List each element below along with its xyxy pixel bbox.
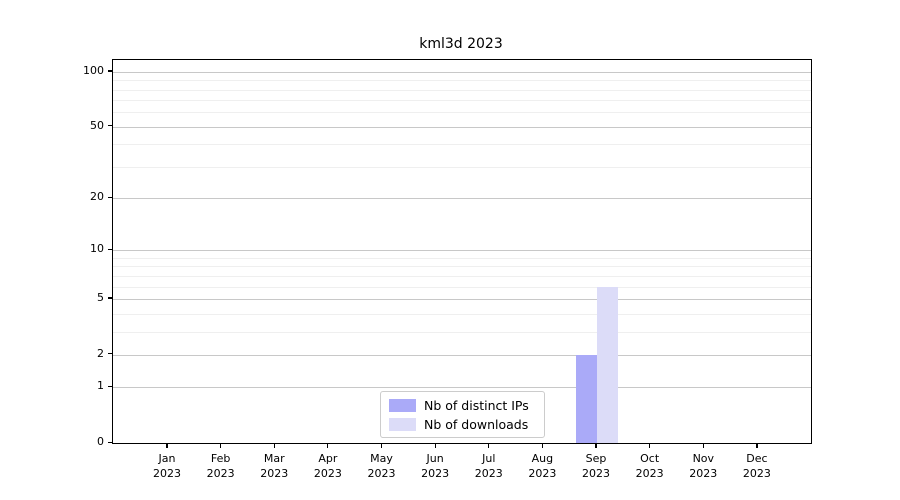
x-tick-mark — [273, 443, 275, 448]
x-tick-mark — [488, 443, 490, 448]
y-tick-label: 2 — [97, 346, 104, 360]
chart-title: kml3d 2023 — [419, 36, 503, 52]
legend-label-downloads: Nb of downloads — [424, 416, 529, 432]
minor-gridline — [113, 100, 811, 102]
plot-canvas — [113, 60, 811, 443]
minor-gridline — [113, 144, 811, 146]
legend-swatch-distinct-ips — [389, 398, 416, 412]
y-tick-label: 100 — [83, 63, 104, 77]
major-gridline — [113, 71, 811, 73]
x-tick-label-apr: Apr 2023 — [313, 452, 342, 480]
minor-gridline — [113, 313, 811, 315]
major-gridline — [113, 198, 811, 200]
x-tick-mark — [327, 443, 329, 448]
x-tick-mark — [541, 443, 543, 448]
legend-item-distinct-ips: Nb of distinct IPs — [389, 398, 536, 413]
major-gridline — [113, 387, 811, 389]
y-tick-mark — [108, 385, 112, 387]
x-tick-label-jun: Jun 2023 — [421, 452, 450, 480]
y-tick-mark — [108, 125, 112, 127]
minor-gridline — [113, 286, 811, 288]
y-tick-label: 5 — [97, 290, 104, 304]
minor-gridline — [113, 89, 811, 91]
y-tick-label: 50 — [90, 118, 104, 132]
legend-label-distinct-ips: Nb of distinct IPs — [424, 397, 529, 413]
minor-gridline — [113, 166, 811, 168]
legend-swatch-downloads — [389, 417, 416, 431]
plot-area — [112, 59, 812, 444]
y-tick-mark — [108, 297, 112, 299]
y-tick-label: 1 — [97, 379, 104, 393]
x-tick-mark — [380, 443, 383, 448]
bar-sep-distinct-ips — [576, 354, 598, 443]
minor-gridline — [113, 112, 811, 114]
y-tick-mark — [108, 441, 112, 443]
major-gridline — [113, 250, 811, 252]
minor-gridline — [113, 331, 811, 333]
x-tick-label-oct: Oct 2023 — [635, 452, 664, 480]
x-tick-mark — [595, 443, 597, 448]
x-tick-label-dec: Dec 2023 — [742, 452, 771, 480]
x-tick-mark — [434, 443, 436, 448]
legend: Nb of distinct IPs Nb of downloads — [380, 391, 545, 438]
y-tick-label: 0 — [97, 435, 104, 448]
x-tick-label-aug: Aug 2023 — [528, 452, 557, 480]
legend-item-downloads: Nb of downloads — [389, 417, 536, 432]
minor-gridline — [113, 266, 811, 268]
minor-gridline — [113, 275, 811, 277]
x-tick-label-nov: Nov 2023 — [689, 452, 718, 480]
x-tick-label-sep: Sep 2023 — [582, 452, 611, 480]
x-tick-label-mar: Mar 2023 — [260, 452, 289, 480]
x-tick-label-jan: Jan 2023 — [153, 452, 181, 480]
x-tick-mark — [756, 443, 758, 448]
major-gridline — [113, 126, 811, 128]
x-tick-label-jul: Jul 2023 — [474, 452, 503, 480]
y-tick-mark — [108, 248, 112, 250]
x-tick-mark — [702, 443, 704, 448]
x-tick-mark — [649, 443, 651, 448]
y-tick-label: 20 — [90, 190, 104, 204]
y-tick-label: 10 — [90, 242, 104, 256]
y-tick-mark — [108, 70, 112, 72]
x-tick-mark — [220, 443, 222, 448]
y-tick-mark — [108, 196, 112, 198]
y-tick-mark — [108, 353, 112, 355]
x-tick-mark — [166, 443, 168, 448]
minor-gridline — [113, 80, 811, 82]
x-tick-label-may: May 2023 — [367, 452, 396, 480]
x-tick-label-feb: Feb 2023 — [206, 452, 235, 480]
bar-sep-downloads — [597, 286, 619, 443]
major-gridline — [113, 298, 811, 300]
major-gridline — [113, 354, 811, 356]
minor-gridline — [113, 257, 811, 259]
